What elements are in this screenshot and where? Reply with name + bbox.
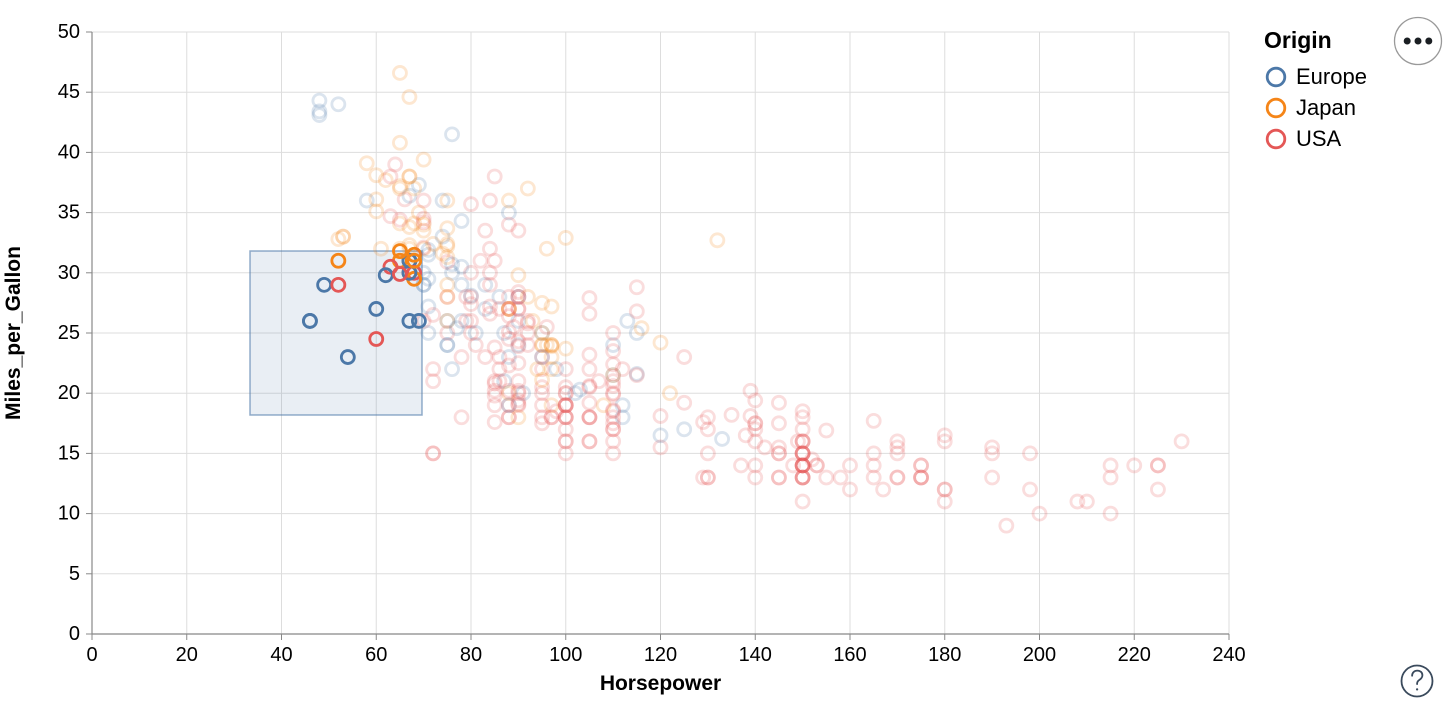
svg-text:140: 140 — [739, 644, 772, 666]
svg-text:0: 0 — [69, 623, 80, 645]
svg-text:180: 180 — [928, 644, 961, 666]
svg-text:20: 20 — [58, 382, 80, 404]
svg-text:5: 5 — [69, 563, 80, 585]
svg-text:200: 200 — [1023, 644, 1056, 666]
svg-text:60: 60 — [365, 644, 387, 666]
svg-text:50: 50 — [58, 21, 80, 43]
svg-text:20: 20 — [176, 644, 198, 666]
svg-text:Origin: Origin — [1264, 27, 1332, 53]
svg-text:40: 40 — [270, 644, 292, 666]
svg-text:Miles_per_Gallon: Miles_per_Gallon — [2, 246, 25, 420]
svg-text:40: 40 — [58, 141, 80, 163]
svg-text:220: 220 — [1118, 644, 1151, 666]
svg-text:35: 35 — [58, 202, 80, 224]
svg-text:240: 240 — [1212, 644, 1245, 666]
svg-text:10: 10 — [58, 503, 80, 525]
svg-text:120: 120 — [644, 644, 677, 666]
svg-text:Japan: Japan — [1296, 95, 1356, 120]
svg-text:30: 30 — [58, 262, 80, 284]
svg-text:Europe: Europe — [1296, 64, 1367, 89]
svg-text:15: 15 — [58, 442, 80, 464]
svg-text:USA: USA — [1296, 126, 1342, 151]
svg-text:25: 25 — [58, 322, 80, 344]
svg-text:100: 100 — [549, 644, 582, 666]
svg-text:45: 45 — [58, 81, 80, 103]
svg-text:160: 160 — [833, 644, 866, 666]
svg-text:80: 80 — [460, 644, 482, 666]
svg-text:Horsepower: Horsepower — [600, 672, 721, 695]
svg-text:0: 0 — [86, 644, 97, 666]
